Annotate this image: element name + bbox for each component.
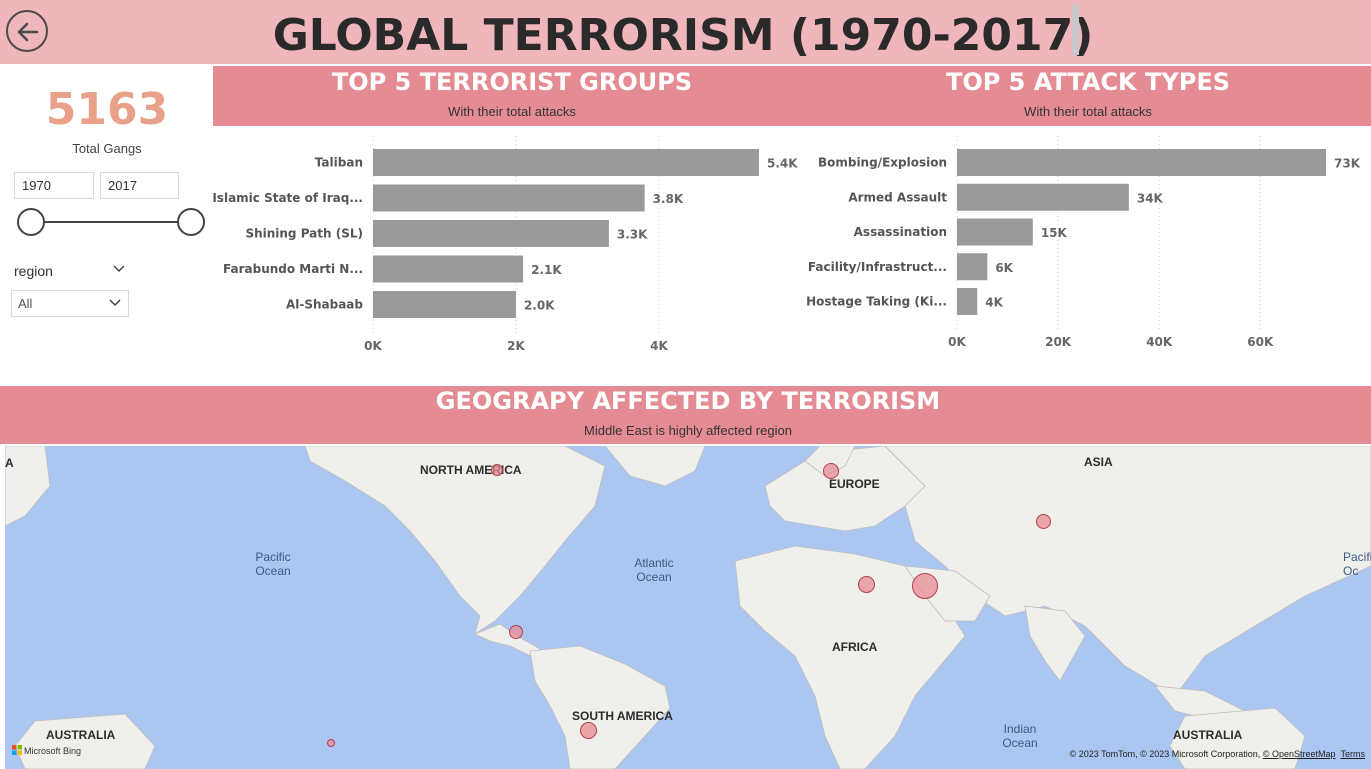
back-arrow-icon (17, 22, 39, 42)
year-end-input[interactable]: 2017 (100, 172, 179, 199)
bar (957, 149, 1326, 176)
copyright-text: © 2023 TomTom, © 2023 Microsoft Corporat… (1069, 749, 1263, 759)
bar (957, 288, 978, 315)
continent-label-north-america: NORTH AMERICA (420, 463, 522, 477)
bar (957, 183, 1129, 211)
bar (373, 220, 609, 247)
data-label: 5.4K (767, 157, 798, 171)
total-gangs-label: Total Gangs (72, 141, 142, 156)
x-tick-label: 60K (1247, 335, 1274, 349)
map-bubble-europe[interactable] (823, 463, 839, 479)
title-divider (1072, 5, 1079, 55)
map-bubble-central-america[interactable] (509, 625, 523, 639)
map-bubble-north-america[interactable] (491, 464, 503, 476)
ocean-label-pacific: Pacific Ocean (255, 550, 291, 578)
page-title: GLOBAL TERRORISM (1970-2017) (272, 10, 1094, 61)
data-label: 3.3K (617, 228, 648, 242)
data-label: 34K (1137, 191, 1164, 205)
attacks-panel-title: TOP 5 ATTACK TYPES (945, 68, 1231, 96)
x-tick-label: 0K (948, 335, 966, 349)
bar (373, 184, 645, 212)
map-landmass (5, 446, 1371, 769)
groups-panel-subtitle: With their total attacks (448, 104, 576, 119)
map-bubble-north-africa[interactable] (858, 576, 875, 593)
bar (957, 218, 1033, 246)
continent-label-australia-right: AUSTRALIA (1173, 728, 1243, 742)
bar (957, 253, 988, 281)
map-bubble-pacific[interactable] (327, 739, 335, 747)
groups-panel-title: TOP 5 TERRORIST GROUPS (331, 68, 693, 96)
x-tick-label: 2K (507, 339, 525, 353)
world-map[interactable]: A NORTH AMERICA EUROPE ASIA AFRICA SOUTH… (5, 446, 1371, 769)
terms-link[interactable]: Terms (1340, 749, 1366, 759)
x-tick-label: 0K (364, 339, 382, 353)
microsoft-logo-icon (12, 745, 22, 755)
x-tick-label: 40K (1146, 335, 1173, 349)
continent-label-europe: EUROPE (829, 477, 880, 491)
attack-types-bar-chart: 0K 20K 40K 60K Bombing/Explosion 73K Armed Ass… (806, 136, 1361, 349)
continent-label-asia: ASIA (1084, 455, 1113, 469)
openstreetmap-link[interactable]: © OpenStreetMap (1262, 749, 1336, 759)
region-filter-label: region (14, 263, 53, 279)
year-slider-start-handle[interactable] (17, 208, 45, 236)
data-label: 3.8K (653, 192, 684, 206)
continent-label-africa: AFRICA (832, 640, 878, 654)
terrorist-groups-bar-chart: 0K 2K 4K Taliban 5.4K Islamic State of Iraq..… (213, 136, 798, 353)
map-bubble-central-asia[interactable] (1036, 514, 1051, 529)
bing-label: Microsoft Bing (24, 746, 82, 756)
chevron-down-icon[interactable] (112, 264, 126, 274)
geo-panel-subtitle: Middle East is highly affected region (584, 423, 792, 438)
chevron-down-icon (109, 299, 121, 307)
year-slider-track[interactable] (31, 221, 191, 223)
data-label: 6K (995, 261, 1013, 275)
ocean-label-pacific-right: Pacific Oc (1343, 550, 1371, 578)
category-label: Facility/Infrastruct... (808, 260, 947, 274)
category-label: Taliban (315, 156, 363, 170)
geo-panel-title: GEOGRAPY AFFECTED BY TERRORISM (435, 387, 941, 415)
year-start-input[interactable]: 1970 (14, 172, 94, 199)
bar (373, 149, 759, 176)
category-label: Farabundo Marti N... (223, 262, 363, 276)
category-label: Islamic State of Iraq... (213, 191, 363, 205)
attacks-panel-header: TOP 5 ATTACK TYPES With their total atta… (805, 66, 1371, 126)
data-label: 2.0K (524, 299, 555, 313)
data-label: 73K (1334, 157, 1361, 171)
year-slider-end-handle[interactable] (177, 208, 205, 236)
header-bar: GLOBAL TERRORISM (1970-2017) (0, 0, 1371, 64)
category-label: Hostage Taking (Ki... (806, 295, 947, 309)
category-label: Shining Path (SL) (245, 227, 363, 241)
total-gangs-value: 5163 (45, 84, 169, 135)
bing-attribution: Microsoft Bing (12, 745, 81, 756)
continent-label-south-america: SOUTH AMERICA (572, 709, 673, 723)
groups-panel-header: TOP 5 TERRORIST GROUPS With their total … (213, 66, 811, 126)
continent-label-australia-left: AUSTRALIA (46, 728, 116, 742)
geo-panel-header: GEOGRAPY AFFECTED BY TERRORISM Middle Ea… (0, 386, 1371, 444)
data-label: 2.1K (531, 263, 562, 277)
map-bubble-middle-east[interactable] (912, 573, 938, 599)
back-button[interactable] (6, 10, 48, 52)
bar (373, 291, 516, 318)
category-label: Bombing/Explosion (818, 156, 947, 170)
x-tick-label: 20K (1045, 335, 1072, 349)
data-label: 4K (985, 296, 1003, 310)
attacks-panel-subtitle: With their total attacks (1024, 104, 1152, 119)
category-label: Al-Shabaab (286, 298, 363, 312)
ocean-label-indian: Indian Ocean (1002, 722, 1038, 750)
category-label: Armed Assault (848, 190, 947, 204)
data-label: 15K (1041, 226, 1068, 240)
region-dropdown[interactable]: All (11, 290, 129, 317)
region-dropdown-value: All (18, 296, 33, 311)
map-bubble-south-america[interactable] (580, 722, 597, 739)
category-label: Assassination (854, 225, 947, 239)
bar (373, 255, 524, 283)
map-edge-label-left: A (5, 456, 14, 470)
ocean-label-atlantic: Atlantic Ocean (634, 556, 674, 584)
map-copyright: © 2023 TomTom, © 2023 Microsoft Corporat… (1070, 749, 1365, 759)
x-tick-label: 4K (650, 339, 668, 353)
